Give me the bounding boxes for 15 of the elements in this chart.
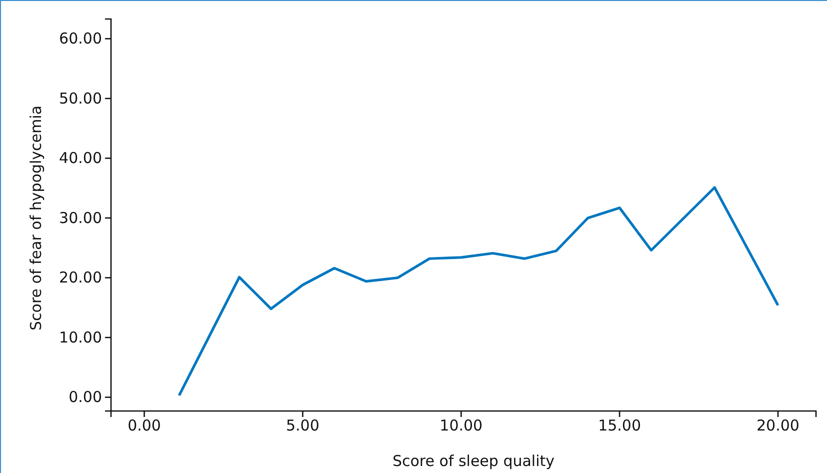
x-tick-label: 20.00 <box>756 416 800 435</box>
line-series <box>178 186 780 397</box>
x-tick-label: 0.00 <box>128 416 161 435</box>
y-tick-label: 20.00 <box>59 268 102 287</box>
x-axis-title: Score of sleep quality <box>392 452 555 470</box>
y-tick-label: 50.00 <box>59 89 102 108</box>
y-tick-label: 30.00 <box>59 208 102 227</box>
y-tick-label: 10.00 <box>59 328 102 346</box>
x-tick-label: 10.00 <box>440 416 483 435</box>
y-tick-label: 40.00 <box>59 149 102 168</box>
y-tick-label: 60.00 <box>59 30 102 48</box>
y-axis-title: Score of fear of hypoglycemia <box>27 106 45 330</box>
x-tick-label: 15.00 <box>598 416 642 435</box>
y-tick-label: 0.00 <box>68 388 102 406</box>
x-tick-label: 5.00 <box>286 416 320 435</box>
